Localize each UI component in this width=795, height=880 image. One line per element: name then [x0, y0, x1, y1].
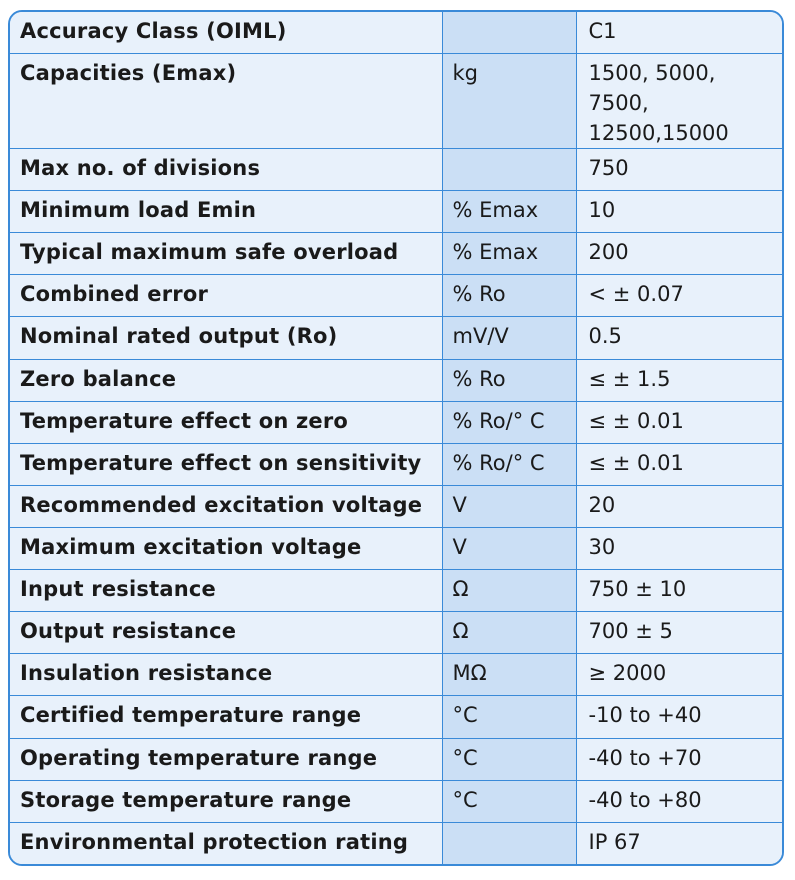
table-row: Combined error% Ro < ± 0.07: [10, 274, 782, 318]
table-row: Temperature effect on sensitivity% Ro/° …: [10, 442, 782, 486]
table-row: Input resistance Ω 750 ± 10: [10, 569, 782, 613]
parameter-cell: Environmental protection rating: [10, 821, 443, 864]
unit-cell: kg: [441, 53, 577, 150]
unit-cell: V: [441, 526, 577, 571]
value-cell: ≤ ± 0.01: [575, 442, 782, 486]
table-row: Nominal rated output (Ro) mV/V 0.5: [10, 316, 782, 360]
table-row: Temperature effect on zero% Ro/° C ≤ ± 0.…: [10, 400, 782, 444]
unit-cell: % Ro/° C: [441, 442, 577, 486]
unit-cell: MΩ: [441, 653, 577, 697]
parameter-cell: Minimum load Emin: [10, 190, 443, 234]
specification-table-body: Accuracy Class (OIML) C1 Capacities (Emax)…: [10, 12, 782, 864]
value-cell: < ± 0.07: [575, 274, 782, 318]
parameter-cell: Nominal rated output (Ro): [10, 316, 443, 360]
value-cell: -10 to +40: [575, 695, 782, 739]
parameter-cell: Temperature effect on sensitivity: [10, 442, 443, 486]
table-row: Accuracy Class (OIML) C1: [10, 12, 782, 55]
table-row: Minimum load Emin% Emax 10: [10, 190, 782, 234]
parameter-cell: Accuracy Class (OIML): [10, 12, 443, 55]
parameter-cell: Combined error: [10, 274, 443, 318]
parameter-cell: Storage temperature range: [10, 779, 443, 823]
table-row: Max no. of divisions 750: [10, 148, 782, 192]
value-cell: 700 ± 5: [575, 611, 782, 655]
parameter-cell: Zero balance: [10, 358, 443, 402]
parameter-cell: Maximum excitation voltage: [10, 526, 443, 571]
unit-cell: mV/V: [441, 316, 577, 360]
value-cell: ≥ 2000: [575, 653, 782, 697]
unit-cell: V: [441, 484, 577, 529]
table-row: Capacities (Emax) kg 1500, 5000, 7500, 125…: [10, 53, 782, 150]
value-cell: 10: [575, 190, 782, 234]
parameter-cell: Recommended excitation voltage: [10, 484, 443, 529]
value-cell: C1: [575, 12, 782, 55]
value-cell: 30: [575, 526, 782, 571]
parameter-cell: Input resistance: [10, 569, 443, 613]
value-cell: 1500, 5000, 7500, 12500,15000: [575, 53, 782, 150]
specification-table: Accuracy Class (OIML) C1 Capacities (Emax)…: [10, 12, 782, 864]
unit-cell: % Ro: [441, 358, 577, 402]
parameter-cell: Typical maximum safe overload: [10, 232, 443, 276]
parameter-cell: Max no. of divisions: [10, 148, 443, 192]
unit-cell: % Ro: [441, 274, 577, 318]
value-cell: -40 to +70: [575, 737, 782, 781]
unit-cell: % Emax: [441, 232, 577, 276]
table-row: Insulation resistance MΩ ≥ 2000: [10, 653, 782, 697]
table-row: Typical maximum safe overload% Emax 200: [10, 232, 782, 276]
table-row: Output resistance Ω 700 ± 5: [10, 611, 782, 655]
spec-table-frame: Accuracy Class (OIML) C1 Capacities (Emax)…: [8, 10, 784, 866]
unit-cell: [441, 148, 577, 192]
table-row: Zero balance% Ro ≤ ± 1.5: [10, 358, 782, 402]
table-row: Recommended excitation voltage V 20: [10, 484, 782, 529]
parameter-cell: Operating temperature range: [10, 737, 443, 781]
value-cell: ≤ ± 0.01: [575, 400, 782, 444]
table-row: Certified temperature range °C -10 to +40: [10, 695, 782, 739]
unit-cell: Ω: [441, 569, 577, 613]
value-cell: 0.5: [575, 316, 782, 360]
value-cell: ≤ ± 1.5: [575, 358, 782, 402]
unit-cell: [441, 12, 577, 55]
value-cell: 750: [575, 148, 782, 192]
unit-cell: °C: [441, 779, 577, 823]
value-cell: -40 to +80: [575, 779, 782, 823]
unit-cell: % Ro/° C: [441, 400, 577, 444]
table-row: Maximum excitation voltage V 30: [10, 526, 782, 571]
unit-cell: °C: [441, 695, 577, 739]
value-cell: 200: [575, 232, 782, 276]
unit-cell: [441, 821, 577, 864]
table-row: Environmental protection rating IP 67: [10, 821, 782, 864]
table-row: Operating temperature range °C -40 to +70: [10, 737, 782, 781]
parameter-cell: Temperature effect on zero: [10, 400, 443, 444]
unit-cell: % Emax: [441, 190, 577, 234]
value-cell: IP 67: [575, 821, 782, 864]
unit-cell: °C: [441, 737, 577, 781]
parameter-cell: Output resistance: [10, 611, 443, 655]
parameter-cell: Capacities (Emax): [10, 53, 443, 150]
value-cell: 20: [575, 484, 782, 529]
unit-cell: Ω: [441, 611, 577, 655]
value-cell: 750 ± 10: [575, 569, 782, 613]
parameter-cell: Insulation resistance: [10, 653, 443, 697]
parameter-cell: Certified temperature range: [10, 695, 443, 739]
table-row: Storage temperature range °C -40 to +80: [10, 779, 782, 823]
